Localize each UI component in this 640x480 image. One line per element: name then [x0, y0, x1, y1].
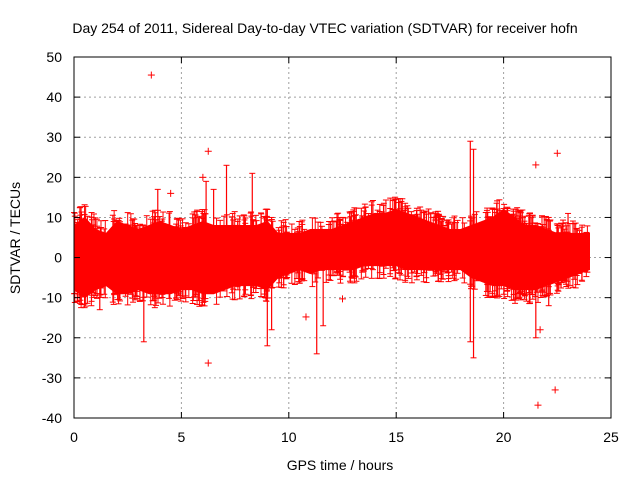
data-point — [147, 71, 155, 79]
y-tick-label: 40 — [46, 89, 62, 105]
x-tick-label: 5 — [178, 429, 186, 445]
y-tick-label: -20 — [42, 330, 62, 346]
y-tick-label: 30 — [46, 129, 62, 145]
data-point — [204, 359, 212, 367]
x-ticks: 0 5 10 15 20 25 — [70, 57, 619, 445]
data-point — [199, 173, 207, 181]
data-layer — [71, 71, 591, 409]
x-tick-label: 20 — [496, 429, 512, 445]
x-axis-label: GPS time / hours — [287, 457, 394, 473]
x-tick-label: 10 — [281, 429, 297, 445]
data-point — [167, 189, 175, 197]
x-tick-label: 15 — [388, 429, 404, 445]
y-ticks: -40 -30 -20 -10 0 10 20 30 40 50 — [42, 49, 611, 426]
data-point — [534, 401, 542, 409]
data-point — [431, 213, 439, 221]
data-point — [302, 313, 310, 321]
y-tick-label: 0 — [54, 250, 62, 266]
x-tick-label: 25 — [603, 429, 619, 445]
plot-border — [73, 56, 612, 419]
y-tick-label: -30 — [42, 370, 62, 386]
y-axis-label: SDTVAR / TECUs — [7, 182, 23, 294]
data-point — [536, 326, 544, 334]
y-tick-label: 50 — [46, 49, 62, 65]
y-tick-label: -10 — [42, 290, 62, 306]
data-point — [532, 161, 540, 169]
data-point — [204, 147, 212, 155]
y-tick-label: 10 — [46, 209, 62, 225]
x-tick-label: 0 — [70, 429, 78, 445]
y-tick-label: 20 — [46, 169, 62, 185]
y-tick-label: -40 — [42, 410, 62, 426]
data-point — [553, 149, 561, 157]
data-point — [551, 386, 559, 394]
data-point — [339, 295, 346, 303]
chart-title: Day 254 of 2011, Sidereal Day-to-day VTE… — [72, 20, 577, 36]
